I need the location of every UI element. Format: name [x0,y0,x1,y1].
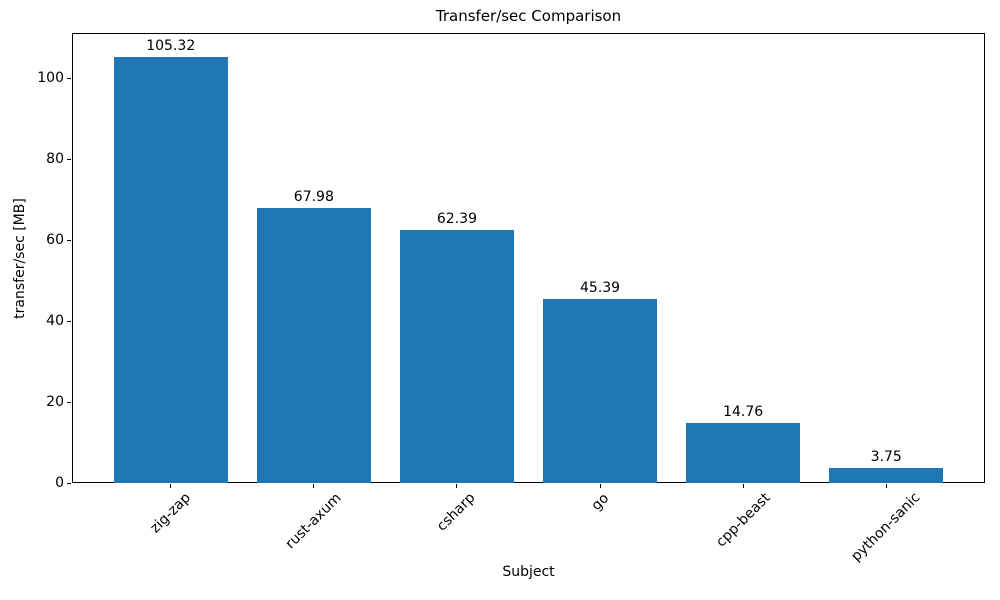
y-tick [67,482,71,484]
x-tick-label: go [588,489,612,514]
y-tick-label: 60 [46,231,64,248]
bar-zig-zap [113,56,228,483]
y-tick-label: 40 [46,312,64,329]
x-tick [742,484,744,488]
x-tick [599,484,601,488]
bar-value-label: 62.39 [436,211,477,228]
x-tick-label: cpp-beast [712,489,774,551]
x-tick [456,484,458,488]
bar-python-sanic [829,467,944,483]
chart-title: Transfer/sec Comparison [435,7,622,25]
x-tick-label: zig-zap [147,489,194,537]
y-tick [67,401,71,403]
y-tick-label: 80 [46,150,64,167]
y-tick [67,320,71,322]
bar-value-label: 3.75 [870,448,902,465]
bar-rust-axum [256,207,372,483]
x-tick [170,484,172,488]
x-tick-label: csharp [434,489,479,535]
y-tick-label: 100 [37,69,64,86]
y-tick-label: 20 [46,393,64,410]
y-tick [67,158,71,160]
bar-value-label: 67.98 [293,188,334,205]
bar-value-label: 45.39 [580,280,621,297]
bar-value-label: 105.32 [146,37,196,54]
y-axis-label: transfer/sec [MB] [11,197,28,319]
y-tick [67,239,71,241]
x-tick [885,484,887,488]
x-tick-label: python-sanic [848,489,924,566]
bar-go [542,299,658,483]
x-tick [313,484,315,488]
bar-value-label: 14.76 [723,404,764,421]
bar-csharp [399,230,515,483]
x-axis-label: Subject [502,564,555,580]
bar-cpp-beast [685,423,801,483]
y-tick-label: 0 [55,474,64,491]
x-tick-label: rust-axum [282,490,345,553]
y-tick [67,77,71,79]
